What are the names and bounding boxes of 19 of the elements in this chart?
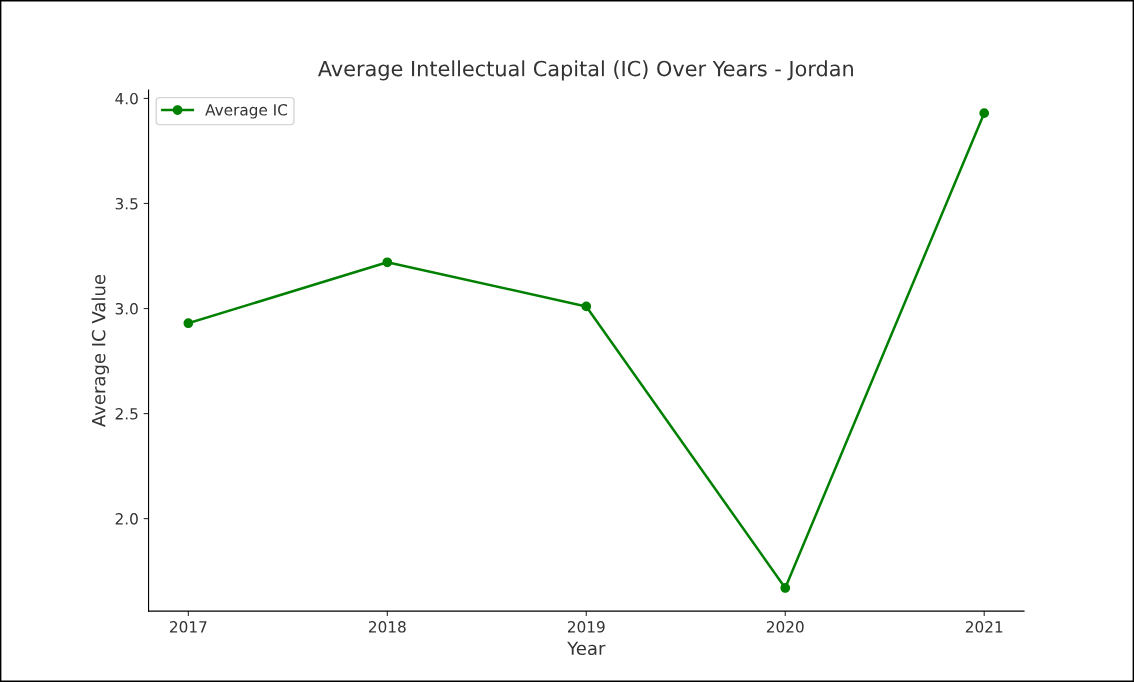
point <box>382 257 393 268</box>
legend-label: Average IC <box>205 104 288 119</box>
point <box>581 301 592 312</box>
x-axis-title: Year <box>567 641 606 656</box>
y-tick-label: 4.0 <box>115 92 138 105</box>
chart-title: Average Intellectual Capital (IC) Over Years - Jordan <box>317 60 853 81</box>
x-tick-label: 2017 <box>170 621 207 633</box>
y-tick-label: 2.5 <box>115 408 138 420</box>
x-tick-label: 2020 <box>766 621 804 633</box>
y-tick-label: 3.5 <box>115 197 138 210</box>
point <box>979 108 990 118</box>
x-tick-label: 2018 <box>368 621 406 633</box>
x-tick-label: 2019 <box>567 621 605 633</box>
x-tick-label: 2021 <box>965 621 1003 633</box>
y-tick-label: 3.0 <box>115 302 138 315</box>
y-tick-label: 2.0 <box>115 513 138 525</box>
point <box>183 318 194 329</box>
point <box>780 583 791 593</box>
y-axis-title: Average IC Value <box>91 274 109 427</box>
